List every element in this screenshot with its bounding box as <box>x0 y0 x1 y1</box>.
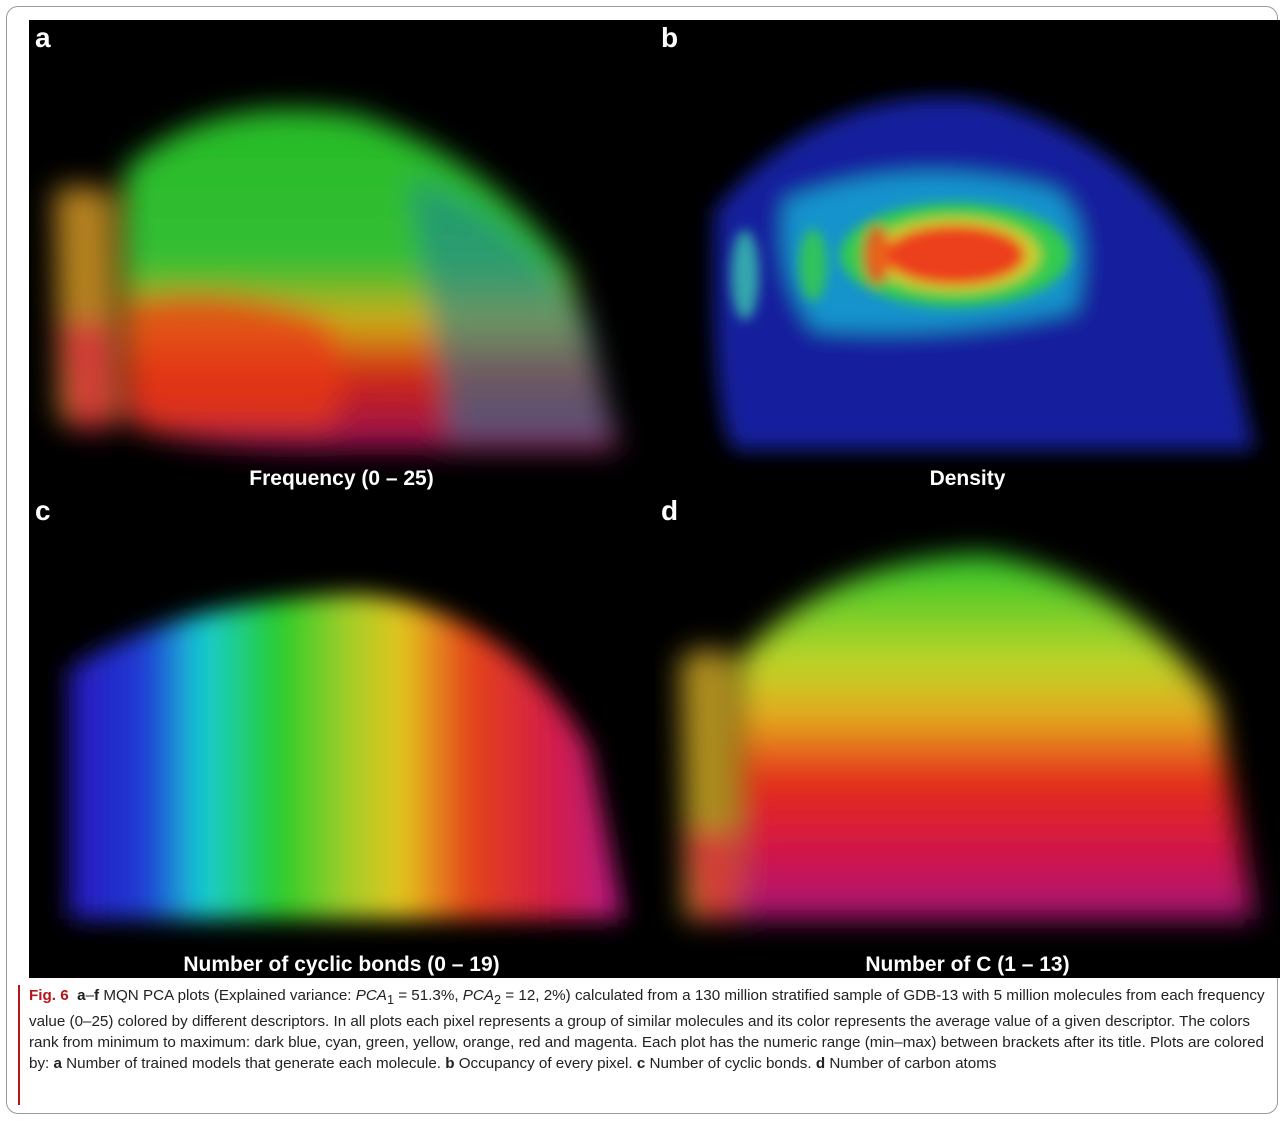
panel-title: Number of C (1 – 13) <box>865 953 1070 976</box>
panel-title: Frequency (0 – 25) <box>249 467 434 490</box>
panel-d: d Number of C (1 – 13) <box>655 495 1280 978</box>
caption-ref-a: a <box>53 1055 62 1073</box>
pca1-value: = 51.3%, <box>393 987 463 1004</box>
pca1-subscript: 1 <box>386 993 394 1008</box>
caption-rule <box>18 985 20 1105</box>
panel-letter: d <box>661 495 679 526</box>
caption-ref-d: d <box>815 1055 826 1073</box>
panel-b: b Density <box>655 20 1280 499</box>
pca1-symbol: PCA <box>355 987 387 1004</box>
figure-caption: Fig. 6 a–f MQN PCA plots (Explained vari… <box>29 985 1269 1074</box>
caption-text: Number of trained models that generate e… <box>61 1055 446 1073</box>
caption-text: ) calculated from a 130 million stratifi… <box>29 987 1265 1073</box>
caption-ref-a: a <box>77 987 86 1004</box>
pca2-subscript: 2 <box>494 993 502 1008</box>
pca2-symbol: PCA <box>462 987 495 1004</box>
panel-letter: b <box>661 22 679 53</box>
pca-plot-carbon-atoms <box>680 554 1255 919</box>
panel-letter: a <box>35 22 51 53</box>
caption-ref-b: b <box>445 1055 455 1073</box>
panel-c: c Number of cyclic bonds (0 – 19) <box>29 495 654 978</box>
caption-ref-c: c <box>636 1055 646 1073</box>
panel-a: a Frequency (0 – 25) <box>29 20 654 499</box>
panel-letter: c <box>35 495 51 526</box>
caption-text: Number of cyclic bonds. <box>645 1055 816 1073</box>
caption-text: MQN PCA plots (Explained variance: <box>99 987 356 1004</box>
caption-text: Occupancy of every pixel. <box>454 1055 637 1073</box>
pca-plot-frequency <box>54 109 619 451</box>
caption-dash: – <box>85 987 95 1004</box>
figure-label: Fig. 6 <box>29 987 69 1004</box>
figure-panels: a Frequency (0 – 25) b Density <box>29 20 1280 978</box>
panel-title: Number of cyclic bonds (0 – 19) <box>183 953 500 976</box>
panel-title: Density <box>929 467 1006 490</box>
caption-text: Number of carbon atoms <box>825 1055 997 1073</box>
pca-plot-density <box>714 97 1255 450</box>
pca2-value: = 12, 2% <box>501 987 566 1004</box>
pca-plot-cyclic-bonds <box>69 594 624 919</box>
caption-ref-f: f <box>94 987 100 1004</box>
